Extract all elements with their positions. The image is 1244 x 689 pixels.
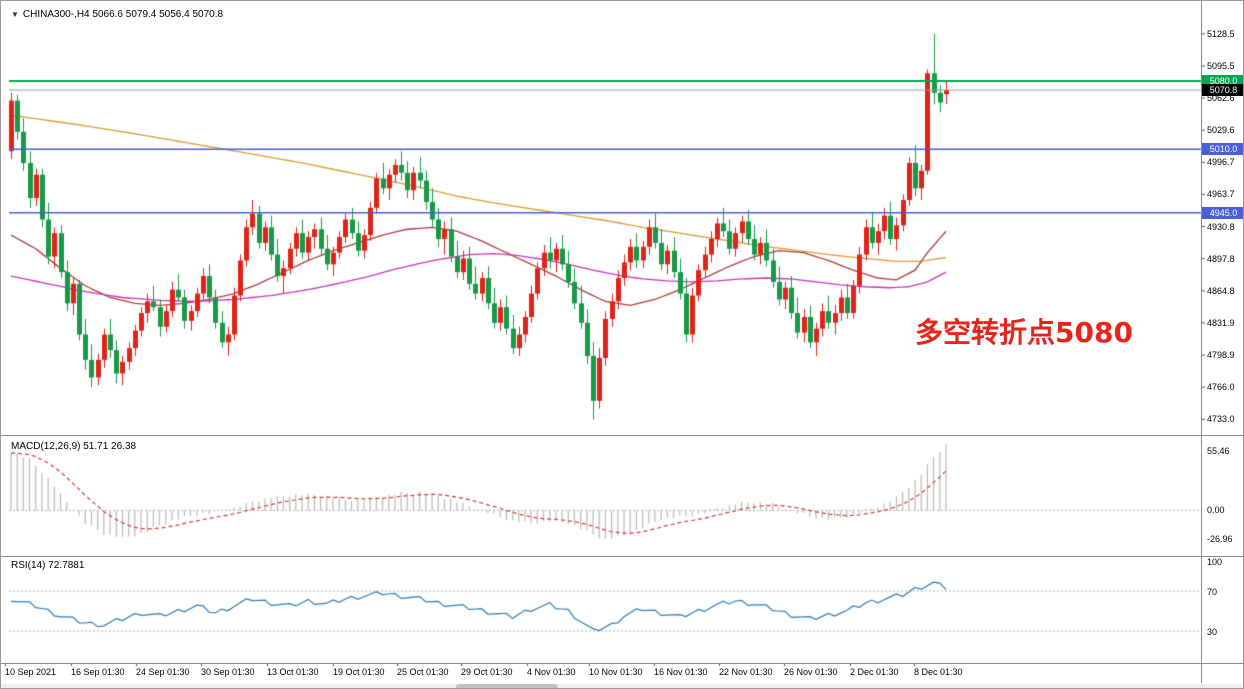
time-axis-label: 24 Sep 01:30 bbox=[136, 667, 190, 677]
last-price-badge: 5070.8 bbox=[1202, 84, 1243, 97]
price-axis-label: 4864.8 bbox=[1207, 285, 1235, 296]
time-axis-label: 22 Nov 01:30 bbox=[719, 667, 773, 677]
time-axis-label: 13 Oct 01:30 bbox=[267, 667, 319, 677]
price-axis-label: 5029.6 bbox=[1207, 125, 1235, 136]
hline-price-badge: 5010.0 bbox=[1202, 143, 1243, 156]
time-axis-label: 19 Oct 01:30 bbox=[333, 667, 385, 677]
chart-annotation-text[interactable]: 多空转折点5080 bbox=[915, 316, 1133, 349]
price-axis-label: 5062.6 bbox=[1207, 93, 1235, 104]
time-axis-label: 10 Nov 01:30 bbox=[589, 667, 643, 677]
collapse-arrow-icon[interactable]: ▼ bbox=[11, 10, 19, 19]
price-axis-label: 4766.0 bbox=[1207, 382, 1235, 393]
symbol-ohlc-text: CHINA300-,H4 5066.6 5079.4 5056.4 5070.8 bbox=[22, 9, 224, 20]
panel-separator[interactable] bbox=[1, 435, 1243, 436]
time-axis-label: 30 Sep 01:30 bbox=[201, 667, 255, 677]
rsi-axis-label: 100 bbox=[1207, 557, 1223, 567]
price-axis-label: 4930.8 bbox=[1207, 221, 1235, 232]
time-axis-label: 26 Nov 01:30 bbox=[784, 667, 838, 677]
scrollbar-thumb[interactable] bbox=[456, 684, 558, 688]
rsi-indicator-label: RSI(14) 72.7881 bbox=[11, 560, 85, 571]
price-axis-separator bbox=[1201, 1, 1202, 683]
time-axis-separator bbox=[1, 663, 1243, 664]
time-axis-label: 29 Oct 01:30 bbox=[461, 667, 513, 677]
time-axis-label: 8 Dec 01:30 bbox=[914, 667, 963, 677]
panel-separator[interactable] bbox=[1, 556, 1243, 557]
horizontal-scrollbar[interactable] bbox=[1, 684, 1243, 688]
macd-axis-label: 55.46 bbox=[1207, 446, 1230, 457]
time-axis-label: 2 Dec 01:30 bbox=[850, 667, 899, 677]
price-axis-label: 5095.5 bbox=[1207, 60, 1235, 71]
time-axis-label: 10 Sep 2021 bbox=[5, 667, 57, 677]
time-axis[interactable]: 10 Sep 2021 16 Sep 01:30 24 Sep 01:30 30 Se… bbox=[1, 665, 1243, 683]
price-axis-label: 4963.7 bbox=[1207, 189, 1235, 200]
time-axis-label: 4 Nov 01:30 bbox=[527, 667, 576, 677]
hline-price-badge: 4945.0 bbox=[1202, 206, 1243, 219]
time-axis-label: 25 Oct 01:30 bbox=[397, 667, 449, 677]
time-axis-label: 16 Sep 01:30 bbox=[71, 667, 125, 677]
macd-axis-label: 0.00 bbox=[1207, 505, 1225, 516]
rsi-axis-label: 30 bbox=[1207, 627, 1218, 637]
price-axis-label: 4831.9 bbox=[1207, 317, 1235, 328]
price-axis-label: 4897.8 bbox=[1207, 253, 1235, 264]
macd-axis-label: -26.96 bbox=[1207, 534, 1233, 545]
macd-indicator-label: MACD(12,26,9) 51.71 26.38 bbox=[11, 441, 137, 452]
rsi-axis-label: 70 bbox=[1207, 587, 1218, 597]
price-axis-label: 4798.9 bbox=[1207, 350, 1235, 361]
price-axis-label: 4733.0 bbox=[1207, 414, 1235, 425]
price-axis-label: 4996.7 bbox=[1207, 157, 1235, 168]
time-axis-label: 16 Nov 01:30 bbox=[654, 667, 708, 677]
chart-symbol-header: ▼ CHINA300-,H4 5066.6 5079.4 5056.4 5070.… bbox=[11, 9, 223, 20]
price-axis-label: 5128.5 bbox=[1207, 28, 1235, 39]
